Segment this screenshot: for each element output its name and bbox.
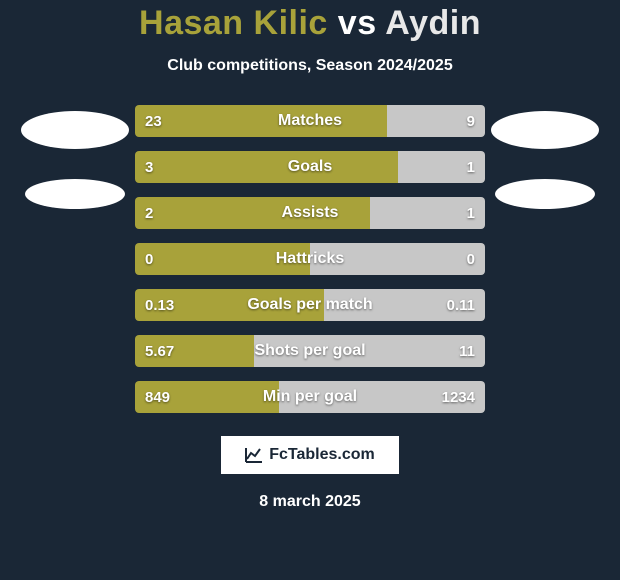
bar-segment-right xyxy=(398,151,486,183)
stat-bar: Shots per goal5.6711 xyxy=(135,335,485,367)
bar-segment-left xyxy=(135,243,310,275)
comparison-infographic: Hasan Kilic vs Aydin Club competitions, … xyxy=(0,0,620,580)
bar-segment-right xyxy=(254,335,485,367)
bar-segment-left xyxy=(135,381,279,413)
stat-bar: Matches239 xyxy=(135,105,485,137)
subtitle: Club competitions, Season 2024/2025 xyxy=(167,57,452,75)
bar-segment-left xyxy=(135,335,254,367)
vs-label: vs xyxy=(338,4,377,42)
left-team-logos xyxy=(15,105,135,209)
bar-segment-left xyxy=(135,197,370,229)
site-name: FcTables.com xyxy=(269,446,375,464)
bar-segment-left xyxy=(135,289,324,321)
chart-icon xyxy=(245,447,263,463)
bar-segment-right xyxy=(310,243,485,275)
team-logo-left-2 xyxy=(25,179,125,209)
bar-segment-left xyxy=(135,105,387,137)
stat-bar: Assists21 xyxy=(135,197,485,229)
stat-bar: Min per goal8491234 xyxy=(135,381,485,413)
stat-bar: Hattricks00 xyxy=(135,243,485,275)
bar-segment-right xyxy=(387,105,485,137)
stat-bars: Matches239 Goals31 Assists21 Hattricks00 Goa… xyxy=(135,105,485,413)
page-title: Hasan Kilic vs Aydin xyxy=(139,4,481,43)
player2-name: Aydin xyxy=(385,4,481,42)
player1-name: Hasan Kilic xyxy=(139,4,328,42)
bar-segment-right xyxy=(324,289,485,321)
stat-bar: Goals per match0.130.11 xyxy=(135,289,485,321)
right-team-logos xyxy=(485,105,605,209)
stat-bar: Goals31 xyxy=(135,151,485,183)
bar-segment-right xyxy=(370,197,486,229)
date-label: 8 march 2025 xyxy=(259,493,360,511)
team-logo-right-2 xyxy=(495,179,595,209)
team-logo-left-1 xyxy=(21,111,129,149)
team-logo-right-1 xyxy=(491,111,599,149)
body-row: Matches239 Goals31 Assists21 Hattricks00 Goa… xyxy=(0,105,620,413)
fctables-logo: FcTables.com xyxy=(220,435,400,475)
bar-segment-left xyxy=(135,151,398,183)
bar-segment-right xyxy=(279,381,486,413)
